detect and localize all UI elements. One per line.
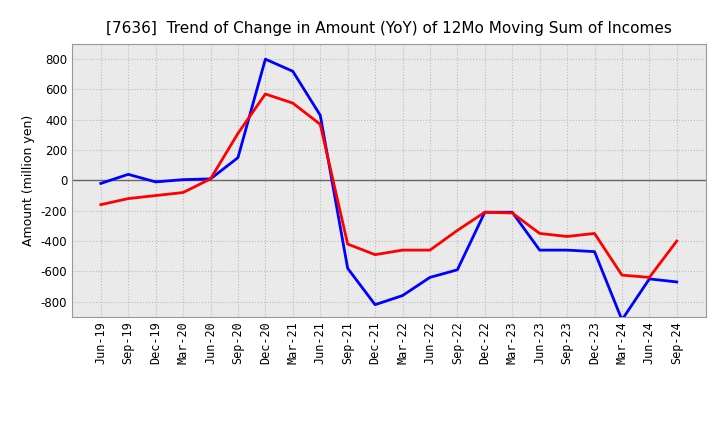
- Ordinary Income: [233, 155, 242, 160]
- Net Income: [343, 242, 352, 247]
- Ordinary Income: [289, 69, 297, 74]
- Net Income: [480, 209, 489, 215]
- Line: Net Income: Net Income: [101, 94, 677, 277]
- Ordinary Income: [371, 302, 379, 307]
- Ordinary Income: [536, 247, 544, 253]
- Ordinary Income: [426, 275, 434, 280]
- Net Income: [590, 231, 599, 236]
- Ordinary Income: [151, 179, 160, 184]
- Net Income: [645, 275, 654, 280]
- Ordinary Income: [398, 293, 407, 298]
- Ordinary Income: [453, 267, 462, 272]
- Ordinary Income: [618, 317, 626, 323]
- Net Income: [124, 196, 132, 201]
- Net Income: [151, 193, 160, 198]
- Net Income: [618, 272, 626, 278]
- Net Income: [96, 202, 105, 207]
- Ordinary Income: [179, 177, 187, 182]
- Net Income: [508, 210, 516, 216]
- Net Income: [316, 122, 325, 127]
- Net Income: [206, 176, 215, 182]
- Ordinary Income: [96, 181, 105, 186]
- Ordinary Income: [343, 266, 352, 271]
- Net Income: [179, 190, 187, 195]
- Net Income: [563, 234, 572, 239]
- Line: Ordinary Income: Ordinary Income: [101, 59, 677, 320]
- Net Income: [261, 92, 270, 97]
- Net Income: [426, 247, 434, 253]
- Net Income: [233, 131, 242, 136]
- Net Income: [371, 252, 379, 257]
- Ordinary Income: [508, 209, 516, 215]
- Ordinary Income: [206, 176, 215, 182]
- Ordinary Income: [590, 249, 599, 254]
- Ordinary Income: [645, 276, 654, 282]
- Ordinary Income: [563, 247, 572, 253]
- Net Income: [453, 228, 462, 233]
- Title: [7636]  Trend of Change in Amount (YoY) of 12Mo Moving Sum of Incomes: [7636] Trend of Change in Amount (YoY) o…: [106, 21, 672, 36]
- Ordinary Income: [124, 172, 132, 177]
- Net Income: [289, 100, 297, 106]
- Ordinary Income: [672, 279, 681, 285]
- Ordinary Income: [261, 56, 270, 62]
- Legend: Ordinary Income, Net Income: Ordinary Income, Net Income: [237, 438, 541, 440]
- Net Income: [398, 247, 407, 253]
- Y-axis label: Amount (million yen): Amount (million yen): [22, 115, 35, 246]
- Ordinary Income: [316, 113, 325, 118]
- Net Income: [536, 231, 544, 236]
- Ordinary Income: [480, 209, 489, 215]
- Net Income: [672, 238, 681, 244]
